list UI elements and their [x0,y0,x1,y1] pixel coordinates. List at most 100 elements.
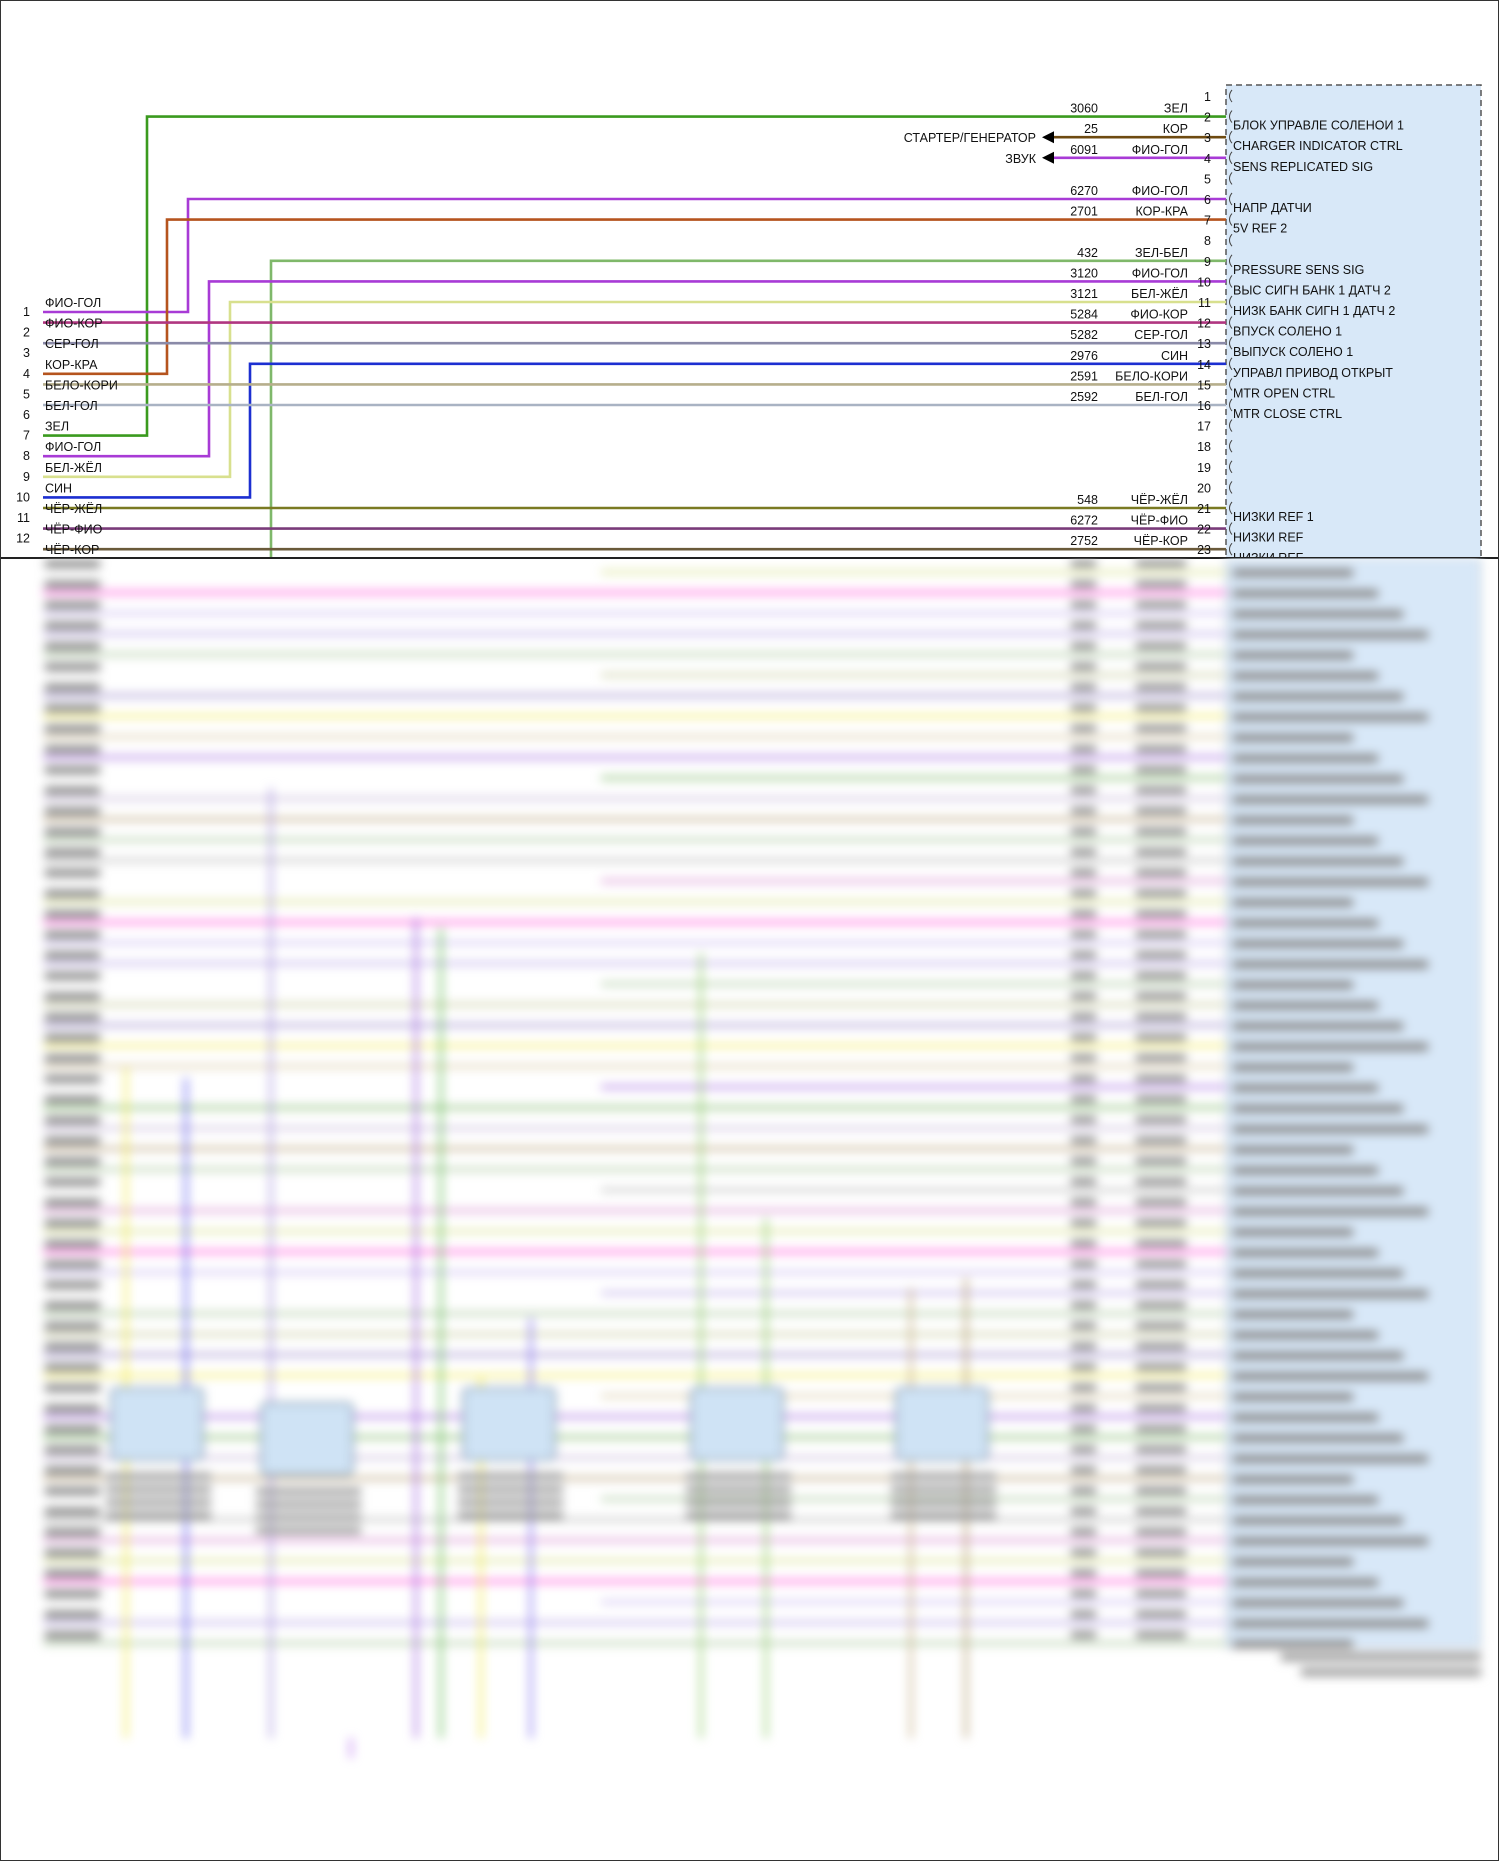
blurred-label [1136,807,1186,815]
blurred-component-icon [895,1387,989,1461]
pin-terminal-icon [1229,460,1233,474]
blurred-label [1071,869,1096,876]
blurred-label [1136,848,1186,856]
blurred-label [1136,1281,1186,1288]
blurred-label [45,1033,100,1042]
blurred-label [1233,1516,1403,1525]
blurred-label [1136,724,1186,732]
blurred-label [1136,1239,1186,1247]
blurred-label [1071,1322,1096,1330]
blurred-label [1136,869,1186,876]
blurred-label [1233,610,1403,619]
wire-color-label: БЕЛ-ГОЛ [1135,390,1188,404]
blurred-label [1233,1166,1378,1175]
blurred-label [45,1384,100,1392]
pin-terminal-icon [1229,378,1233,391]
blurred-label [1233,1228,1353,1237]
pin-terminal-icon [1229,172,1233,185]
blurred-label [1136,745,1186,753]
blurred-label [1136,1569,1186,1577]
blurred-label [1071,951,1096,959]
pin-terminal-icon [1229,481,1233,494]
module-pin-number: 21 [1197,502,1211,516]
blurred-label [45,1363,100,1372]
blurred-label [1233,1084,1378,1092]
circuit-number: 5282 [1070,328,1098,342]
arrow-left-icon [1042,151,1054,164]
circuit-number: 432 [1077,246,1098,260]
blurred-label [1233,1187,1403,1195]
wire-color-label: БЕЛ-ЖЁЛ [1131,287,1188,301]
blurred-label [45,889,100,898]
blurred-module-box [1225,558,1482,1649]
blurred-label [1071,1569,1096,1577]
blurred-label [1136,1116,1186,1124]
blurred-label [458,1486,563,1493]
blurred-label [1071,560,1096,567]
blurred-label [1071,1425,1096,1433]
module-pin-number: 23 [1197,543,1211,557]
blurred-label [1136,972,1186,979]
arrow-left-icon [1042,131,1054,144]
blurred-label [45,1136,100,1145]
left-wire-color-label: ЧЁР-ФИО [45,523,103,537]
blurred-label [1071,1507,1096,1515]
blurred-label [1071,827,1096,835]
wire-color-label: СЕР-ГОЛ [1134,328,1188,342]
module-pin-number: 6 [1204,193,1211,207]
wire-color-label: ФИО-ГОЛ [1132,184,1188,198]
pin-terminal-icon [1229,336,1233,350]
blurred-label [1071,1157,1096,1165]
pin-terminal-icon [1229,501,1233,515]
blurred-label [1071,766,1096,773]
blurred-label [686,1512,791,1519]
blurred-label [45,848,100,857]
blurred-label [1071,683,1096,691]
left-wire-color-label: СИН [45,481,72,495]
blurred-label [45,992,100,1001]
blurred-label [1233,1454,1428,1463]
blurred-label [45,1095,100,1104]
wire-color-label: ЧЁР-ФИО [1131,514,1189,528]
circuit-number: 6091 [1070,143,1098,157]
blurred-label [45,1487,100,1495]
blurred-label [45,601,100,610]
wire-2701 [43,218,1226,376]
blurred-label [891,1473,996,1480]
pin-terminal-icon [1229,110,1233,123]
module-connector-box [1225,84,1482,558]
blurred-label [686,1499,791,1506]
pin-terminal-icon [1229,130,1233,144]
wire-3121 [43,300,1226,479]
left-wire-color-label: БЕЛ-ЖЁЛ [45,461,102,475]
blurred-label [45,1507,100,1516]
blurred-label [1071,848,1096,856]
blurred-label [1071,580,1096,588]
blurred-label [1233,1372,1428,1381]
blurred-label [1233,939,1403,948]
pin-function-label: БЛОК УПРАВЛЕ СОЛЕНОИ 1 [1233,119,1404,133]
blurred-label [1071,1116,1096,1124]
blurred-label [458,1512,563,1519]
pin-function-label: НИЗКИ REF [1233,531,1304,545]
blurred-label [1071,1033,1096,1041]
blurred-label [45,1281,100,1289]
pin-terminal-icon [1229,295,1233,309]
blurred-label [1071,910,1096,918]
blurred-label [891,1499,996,1506]
blurred-label [45,642,100,651]
blurred-label [1136,827,1186,835]
left-connector-pin: 4 [23,367,30,381]
blurred-label [1136,910,1186,918]
blurred-label [256,1501,361,1508]
blurred-label [1233,775,1403,783]
wire-color-label: БЕЛО-КОРИ [1115,369,1188,383]
blurred-label [1136,1075,1186,1082]
wire-color-label: ФИО-ГОЛ [1132,143,1188,157]
blurred-label [1136,1363,1186,1371]
blurred-label [1301,1668,1481,1676]
wire-3120 [43,280,1226,458]
pin-terminal-icon [1229,419,1233,432]
